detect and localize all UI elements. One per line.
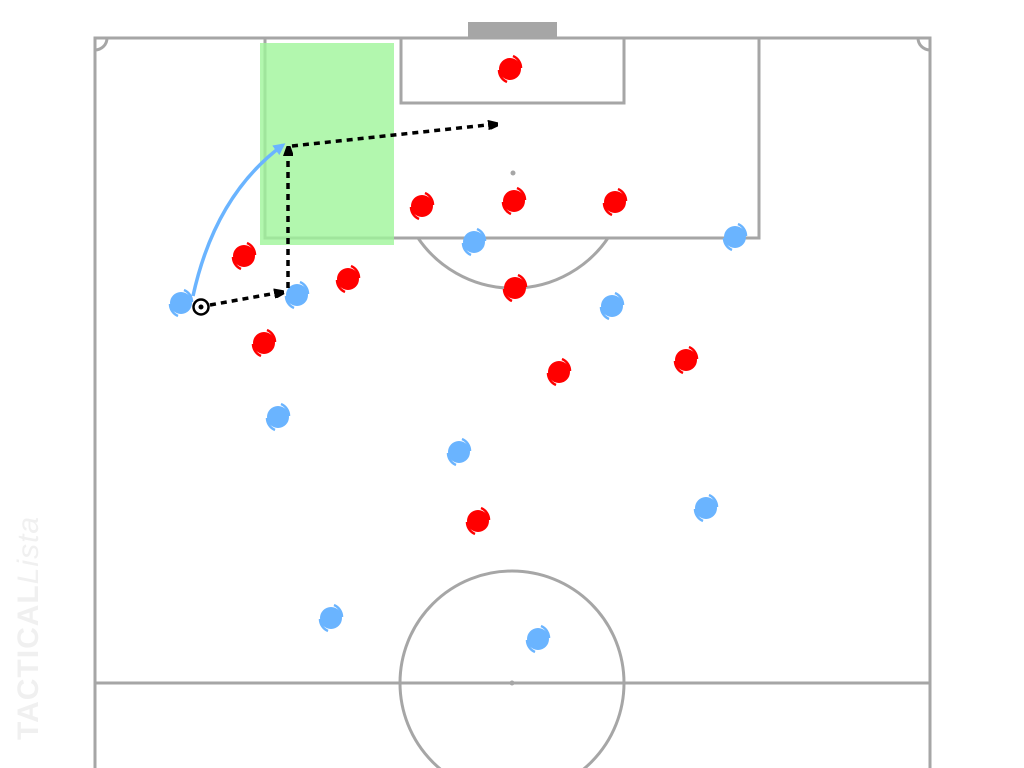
- center-spot: [509, 680, 515, 686]
- penalty-spot: [510, 170, 516, 176]
- red-player-marker-icon: [497, 54, 523, 84]
- red-player-marker-icon: [231, 241, 257, 271]
- red-player-marker-icon: [502, 273, 528, 303]
- red-player-marker-icon: [673, 345, 699, 375]
- red-player-marker-icon: [409, 191, 435, 221]
- pass-arrow-3: [291, 124, 496, 148]
- players: [168, 54, 748, 654]
- red-player-marker-icon: [251, 328, 277, 358]
- pass-arrow-1: [209, 292, 282, 307]
- blue-player-marker-icon: [461, 227, 487, 257]
- red-player-marker-icon: [465, 506, 491, 536]
- blue-player-marker-icon: [722, 222, 748, 252]
- goal: [468, 22, 557, 38]
- red-player-marker-icon: [602, 187, 628, 217]
- red-player-marker-icon: [501, 186, 527, 216]
- watermark-logo: TACTICALLista: [12, 516, 46, 740]
- red-player-marker-icon: [335, 264, 361, 294]
- highlight-zone: [260, 43, 394, 245]
- blue-player-marker-icon: [599, 291, 625, 321]
- soccer-ball-icon: [192, 298, 210, 316]
- corner-arc-right: [916, 37, 931, 52]
- watermark-brand: TACTICAL: [12, 584, 45, 740]
- blue-player-marker-icon: [446, 437, 472, 467]
- pitch-markings: [93, 22, 932, 768]
- pitch-outline: [93, 36, 932, 768]
- blue-player-marker-icon: [284, 280, 310, 310]
- center-circle: [398, 569, 626, 768]
- blue-player-marker-icon: [265, 402, 291, 432]
- blue-player-marker-icon: [525, 624, 551, 654]
- six-yard-box: [399, 36, 626, 105]
- arrows: [191, 124, 496, 307]
- watermark-l: L: [12, 566, 45, 585]
- watermark-italic: ista: [12, 515, 45, 567]
- blue-player-marker-icon: [318, 603, 344, 633]
- blue-player-marker-icon: [693, 493, 719, 523]
- blue-player-marker-icon: [168, 288, 194, 318]
- red-player-marker-icon: [546, 357, 572, 387]
- run-arrow: [191, 143, 286, 297]
- corner-arc-left: [94, 37, 109, 52]
